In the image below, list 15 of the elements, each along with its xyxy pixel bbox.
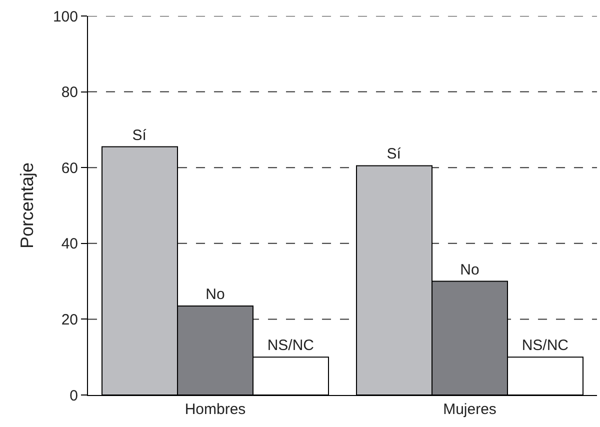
y-tick-label: 0 — [70, 387, 78, 404]
y-tick-label: 60 — [61, 160, 78, 177]
text: No — [460, 261, 480, 278]
y-tick-label: 80 — [61, 84, 78, 102]
series-label: Sí — [132, 126, 148, 144]
text: NS/NC — [522, 337, 569, 354]
x-tick-label: Mujeres — [443, 401, 496, 418]
x-tick-label: Hombres — [184, 401, 246, 418]
text: Sí — [386, 146, 401, 163]
y-tick-label: 100 — [52, 8, 78, 26]
y-axis-title: Porcentaje — [17, 162, 38, 249]
series-label: NS/NC — [267, 337, 314, 354]
y-tick-label: 20 — [61, 311, 78, 328]
y-tick-label: 40 — [61, 236, 78, 253]
series-label: No — [206, 286, 225, 303]
